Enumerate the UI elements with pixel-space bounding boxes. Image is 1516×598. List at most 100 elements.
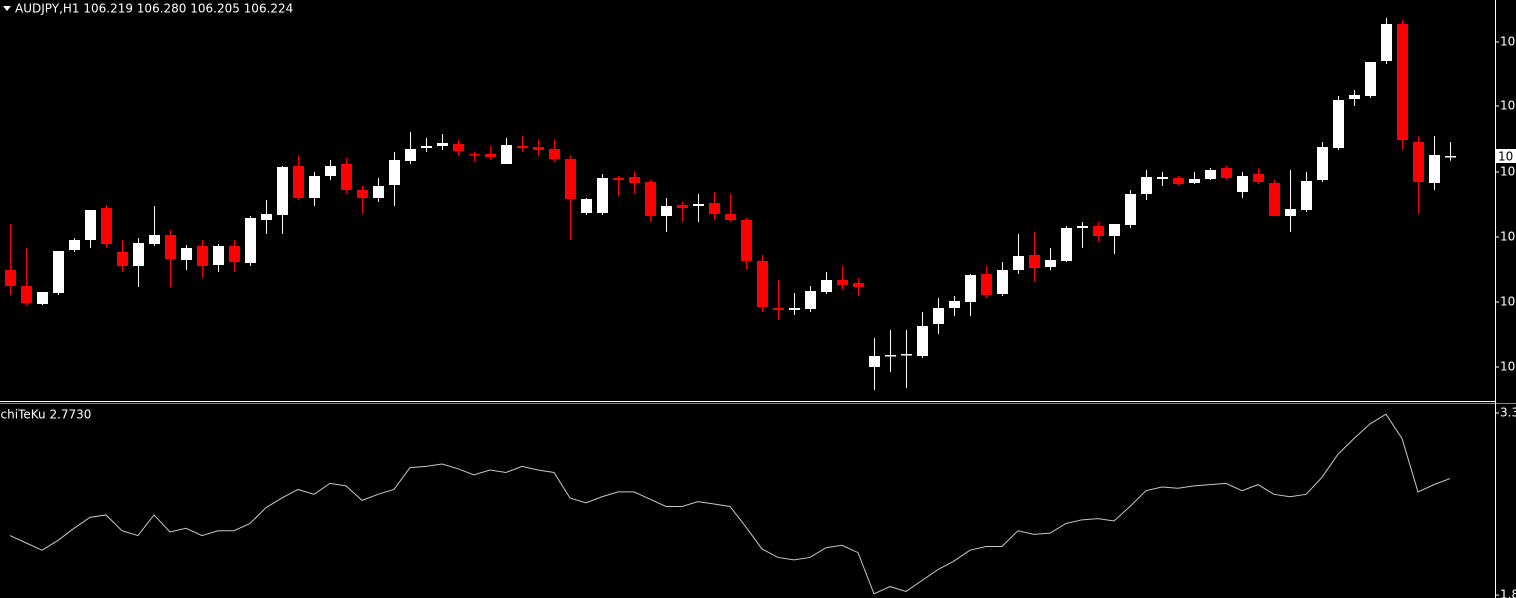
candle-body (1237, 176, 1248, 192)
candle-body (1253, 174, 1264, 182)
candle-body (1173, 178, 1184, 184)
candle-body (421, 146, 432, 148)
candle-body (21, 286, 32, 303)
candle-body (725, 214, 736, 220)
candle-body (213, 246, 224, 265)
y-tick-label: 10 (1500, 35, 1515, 49)
candle-body (677, 205, 688, 208)
candle-body (1013, 256, 1024, 270)
candle-body (1333, 100, 1344, 148)
price-marker-label: 10 (1498, 150, 1513, 164)
y-tick-label: 10 (1500, 230, 1515, 244)
candle-body (485, 154, 496, 157)
candle-body (389, 160, 400, 185)
chart-title: AUDJPY,H1 106.219 106.280 106.205 106.22… (15, 2, 293, 16)
candle-body (405, 149, 416, 161)
candle-body (1413, 142, 1424, 182)
candle-body (821, 280, 832, 292)
candle-body (1029, 255, 1040, 268)
candle-body (805, 291, 816, 309)
candle-body (917, 326, 928, 356)
candle-body (1381, 24, 1392, 61)
candle-body (693, 204, 704, 206)
candle-body (709, 203, 720, 214)
candle-body (37, 292, 48, 304)
candle-body (613, 178, 624, 180)
candle-body (245, 218, 256, 263)
candle-body (997, 270, 1008, 294)
candle-body (325, 166, 336, 176)
y-tick-label: 1.8 (1500, 588, 1516, 598)
candle-body (357, 190, 368, 198)
y-tick-label: 3.3 (1500, 405, 1516, 419)
candle-body (1269, 183, 1280, 216)
candle-body (1045, 260, 1056, 267)
candle-body (1109, 224, 1120, 236)
candle-body (853, 283, 864, 287)
candle-body (1141, 177, 1152, 194)
candle-body (101, 208, 112, 244)
candle-body (565, 159, 576, 199)
candle-body (261, 214, 272, 220)
candle-body (533, 147, 544, 150)
candle-body (1125, 194, 1136, 225)
candle-body (1093, 226, 1104, 236)
candle-body (437, 143, 448, 146)
candle-body (501, 145, 512, 164)
y-tick-label: 10 (1500, 99, 1515, 113)
indicator-title: IchiTeKu 2.7730 (0, 408, 91, 422)
candle-body (1317, 147, 1328, 180)
indicator-line (9, 413, 1451, 595)
candle-body (597, 178, 608, 213)
candle-body (1077, 226, 1088, 228)
candle-body (901, 354, 912, 356)
candle-body (757, 261, 768, 307)
candle-body (469, 154, 480, 156)
candle-body (373, 186, 384, 198)
candle-body (645, 182, 656, 216)
candle-body (869, 356, 880, 367)
candle-body (549, 149, 560, 159)
candle-body (53, 251, 64, 293)
candle-body (741, 220, 752, 261)
candle-body (453, 144, 464, 151)
candle-body (1285, 209, 1296, 216)
candle-body (1349, 95, 1360, 99)
candle-body (581, 199, 592, 213)
candle-body (197, 246, 208, 266)
candle-body (1429, 155, 1440, 183)
candle-body (5, 270, 16, 286)
candle-body (181, 248, 192, 260)
candle-body (773, 308, 784, 310)
candle-body (85, 210, 96, 240)
candle-body (517, 146, 528, 148)
menu-triangle[interactable] (3, 6, 11, 11)
candle-body (1205, 170, 1216, 179)
candle-body (661, 206, 672, 216)
candle-body (1061, 228, 1072, 261)
candle-body (949, 301, 960, 308)
candle-body (1365, 62, 1376, 96)
candle-body (1221, 168, 1232, 178)
candle-body (229, 246, 240, 262)
y-tick-label: 10 (1500, 165, 1515, 179)
candle-body (277, 167, 288, 215)
candle-body (1301, 181, 1312, 210)
candle-body (117, 252, 128, 266)
candle-body (789, 308, 800, 310)
candle-body (933, 308, 944, 324)
candle-body (309, 176, 320, 198)
candle-body (1189, 179, 1200, 183)
candle-body (133, 243, 144, 266)
y-tick-label: 10 (1500, 360, 1515, 374)
price-marker-box (1496, 149, 1516, 163)
candle-body (69, 240, 80, 250)
candle-body (341, 164, 352, 190)
candle-body (885, 355, 896, 357)
candle-body (165, 235, 176, 259)
candle-body (837, 280, 848, 285)
candle-body (981, 274, 992, 295)
y-tick-label: 10 (1500, 295, 1515, 309)
candle-body (629, 177, 640, 183)
